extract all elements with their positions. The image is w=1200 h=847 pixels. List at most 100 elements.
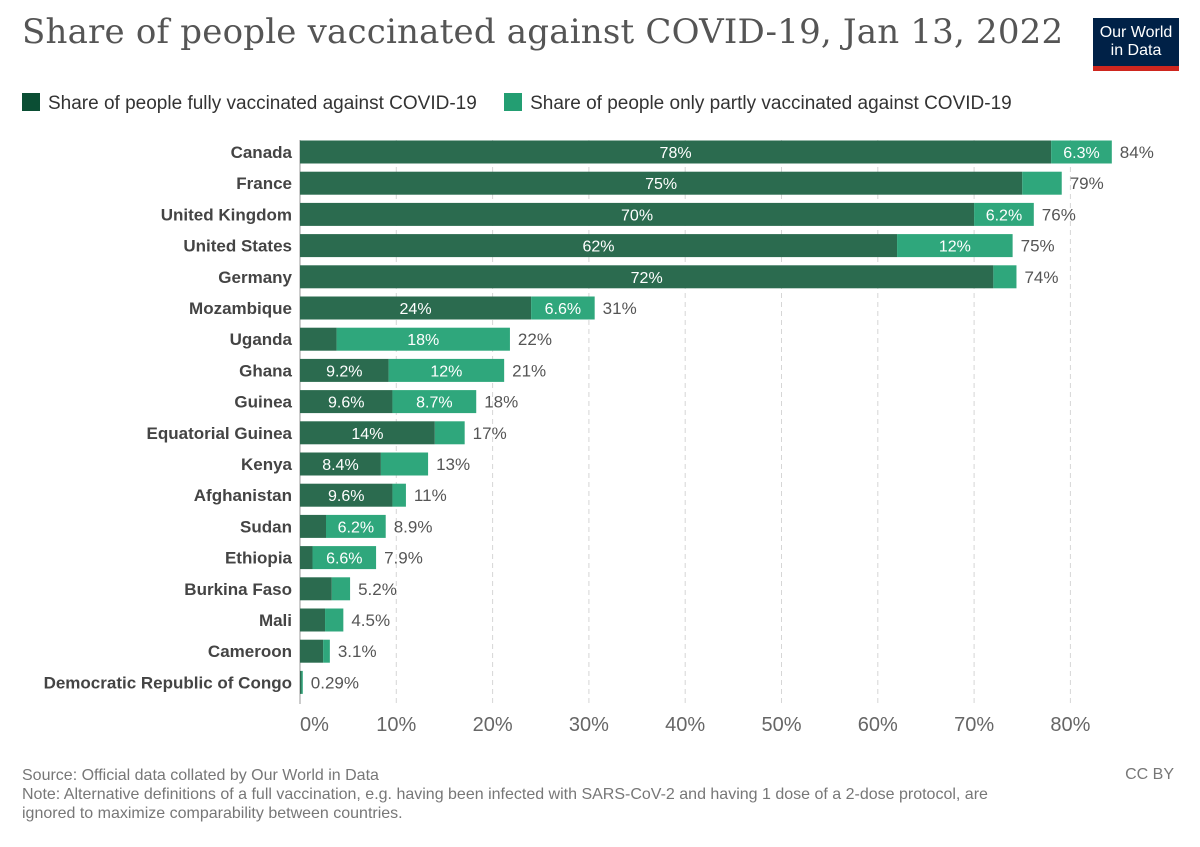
category-label-burkina-faso: Burkina Faso <box>184 580 292 599</box>
category-label-ethiopia: Ethiopia <box>225 549 293 568</box>
bar-partly-democratic-republic-of-congo <box>301 670 303 694</box>
x-tick-label: 20% <box>473 714 513 736</box>
category-label-cameroon: Cameroon <box>208 642 292 661</box>
bar-fully-germany <box>300 265 994 289</box>
category-label-france: France <box>236 174 292 193</box>
data-label-fully-canada: 78% <box>660 145 692 162</box>
bar-fully-mozambique <box>300 296 532 320</box>
owid-logo[interactable]: Our World in Data <box>1093 18 1179 71</box>
category-label-canada: Canada <box>231 143 293 162</box>
category-label-mozambique: Mozambique <box>189 299 292 318</box>
data-label-partly-ethiopia: 6.6% <box>326 551 362 568</box>
x-tick-label: 60% <box>858 714 898 736</box>
data-label-fully-equatorial-guinea: 14% <box>351 426 383 443</box>
data-label-fully-kenya: 8.4% <box>322 457 358 474</box>
total-label-democratic-republic-of-congo: 0.29% <box>311 673 359 692</box>
bar-fully-cameroon <box>300 639 324 663</box>
total-label-mozambique: 31% <box>603 299 637 318</box>
bar-partly-france <box>1022 171 1062 195</box>
category-label-kenya: Kenya <box>241 455 293 474</box>
bar-fully-uganda <box>300 327 337 351</box>
bar-chart: 0% 10% 20% 30% 40% 50% 60% 70% 80% Canada 78% 6.3% 8… <box>44 140 1154 736</box>
bar-partly-burkina-faso <box>331 577 351 601</box>
total-label-mali: 4.5% <box>351 611 390 630</box>
bar-partly-mali <box>325 608 344 632</box>
bar-partly-ethiopia <box>312 546 377 570</box>
total-label-afghanistan: 11% <box>414 486 447 505</box>
category-label-afghanistan: Afghanistan <box>194 486 292 505</box>
x-tick-label: 70% <box>954 714 994 736</box>
data-label-fully-ghana: 9.2% <box>326 363 362 380</box>
chart-footer: Source: Official data collated by Our Wo… <box>22 766 1178 823</box>
bar-fully-guinea <box>300 390 393 414</box>
bar-partly-ghana <box>388 358 505 382</box>
x-tick-label: 80% <box>1050 714 1090 736</box>
chart-legend: Share of people fully vaccinated against… <box>22 93 1034 115</box>
legend-item-partly[interactable]: Share of people only partly vaccinated a… <box>504 93 1012 115</box>
license-label[interactable]: CC BY <box>1125 766 1174 783</box>
bar-partly-united-kingdom <box>974 202 1034 226</box>
source-note: Source: Official data collated by Our Wo… <box>22 767 379 784</box>
category-label-guinea: Guinea <box>234 393 292 412</box>
bar-partly-canada <box>1051 140 1112 164</box>
data-label-fully-germany: 72% <box>631 270 663 287</box>
total-label-canada: 84% <box>1120 143 1154 162</box>
bar-partly-sudan <box>326 514 386 538</box>
legend-label-partly: Share of people only partly vaccinated a… <box>530 93 1012 114</box>
data-label-partly-united-states: 12% <box>939 239 971 256</box>
category-label-democratic-republic-of-congo: Democratic Republic of Congo <box>44 673 292 692</box>
bar-fully-canada <box>300 140 1052 164</box>
bar-fully-burkina-faso <box>300 577 332 601</box>
category-label-united-states: United States <box>183 237 292 256</box>
data-label-partly-guinea: 8.7% <box>416 395 452 412</box>
total-label-ethiopia: 7.9% <box>384 549 423 568</box>
bar-fully-democratic-republic-of-congo <box>300 670 302 694</box>
total-label-equatorial-guinea: 17% <box>473 424 507 443</box>
bar-partly-united-states <box>897 234 1013 258</box>
legend-swatch-partly <box>504 93 523 111</box>
total-label-guinea: 18% <box>484 393 518 412</box>
bar-partly-germany <box>993 265 1017 289</box>
bar-fully-afghanistan <box>300 483 393 507</box>
bar-fully-kenya <box>300 452 381 476</box>
bar-fully-united-kingdom <box>300 202 975 226</box>
category-label-united-kingdom: United Kingdom <box>161 205 292 224</box>
legend-label-fully: Share of people fully vaccinated against… <box>48 93 477 114</box>
data-label-fully-france: 75% <box>645 176 677 193</box>
data-label-partly-ghana: 12% <box>430 363 462 380</box>
bar-fully-united-states <box>300 234 898 258</box>
total-label-france: 79% <box>1070 174 1104 193</box>
data-label-partly-mozambique: 6.6% <box>545 301 581 318</box>
logo-line-1: Our World <box>1099 24 1173 41</box>
data-label-fully-mozambique: 24% <box>400 301 432 318</box>
data-label-partly-united-kingdom: 6.2% <box>986 207 1022 224</box>
total-label-uganda: 22% <box>518 330 552 349</box>
legend-item-fully[interactable]: Share of people fully vaccinated against… <box>22 93 477 115</box>
total-label-germany: 74% <box>1024 268 1058 287</box>
logo-line-2: in Data <box>1110 42 1162 59</box>
bar-partly-uganda <box>336 327 510 351</box>
bar-fully-france <box>300 171 1023 195</box>
total-label-united-kingdom: 76% <box>1042 205 1076 224</box>
data-label-partly-sudan: 6.2% <box>338 519 374 536</box>
category-label-ghana: Ghana <box>239 361 292 380</box>
data-label-fully-afghanistan: 9.6% <box>328 488 364 505</box>
methodology-note-line-1: Note: Alternative definitions of a full … <box>22 786 988 803</box>
category-label-uganda: Uganda <box>230 330 293 349</box>
total-label-sudan: 8.9% <box>394 517 433 536</box>
total-label-burkina-faso: 5.2% <box>358 580 397 599</box>
methodology-note-line-2: ignored to maximize comparability betwee… <box>22 805 403 822</box>
x-tick-label: 40% <box>665 714 705 736</box>
total-label-ghana: 21% <box>512 361 546 380</box>
bar-fully-equatorial-guinea <box>300 421 435 445</box>
bar-partly-mozambique <box>531 296 595 320</box>
bar-fully-ghana <box>300 358 389 382</box>
total-label-kenya: 13% <box>436 455 470 474</box>
bar-partly-guinea <box>392 390 477 414</box>
data-label-partly-uganda: 18% <box>407 332 439 349</box>
bar-fully-sudan <box>300 514 327 538</box>
bar-fully-mali <box>300 608 326 632</box>
chart-title: Share of people vaccinated against COVID… <box>22 12 1064 52</box>
category-label-mali: Mali <box>259 611 292 630</box>
total-label-cameroon: 3.1% <box>338 642 377 661</box>
